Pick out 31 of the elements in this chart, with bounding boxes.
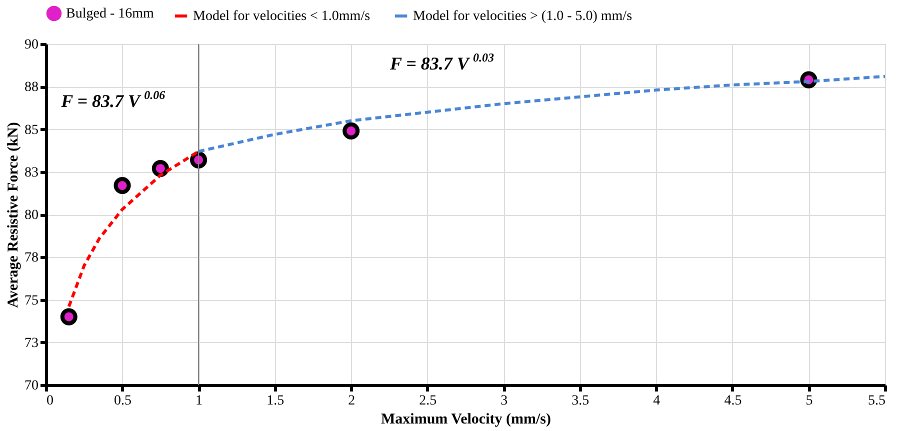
x-tick-label: 3.5 <box>572 394 590 408</box>
x-tick-label: 4.5 <box>724 394 742 408</box>
y-tick-label: 88 <box>24 80 38 96</box>
y-tick-label: 75 <box>24 293 38 308</box>
x-tick-label: 1 <box>196 394 203 408</box>
legend-label: Model for velocities < 1.0mm/s <box>193 9 370 24</box>
x-tick-label: 4 <box>653 394 660 408</box>
point <box>342 122 360 140</box>
x-tick-label: 2.5 <box>419 394 437 408</box>
x-axis-title: Maximum Velocity (mm/s) <box>381 412 551 428</box>
point <box>152 160 169 177</box>
x-tick-label: 5 <box>806 394 813 408</box>
y-tick-label: 85 <box>24 122 38 138</box>
y-tick-label: 80 <box>24 208 38 223</box>
x-tick-label: 1.5 <box>266 394 284 408</box>
point <box>60 308 78 326</box>
legend-label: Bulged - 16mm <box>66 6 154 22</box>
x-tick-label: 3 <box>500 394 508 408</box>
y-tick-label: 73 <box>24 336 38 351</box>
x-tick-label: 2 <box>348 394 356 408</box>
x-tick-label: 0.5 <box>114 394 132 408</box>
annotation: F = 83.7 V0.06 <box>60 88 166 111</box>
point <box>114 177 131 194</box>
x-tick-label: 0 <box>46 394 54 408</box>
y-axis-title: Average Resistive Force (kN) <box>6 122 22 308</box>
y-tick-label: 70 <box>24 378 38 394</box>
y-tick-label: 83 <box>24 165 38 180</box>
y-tick-label: 78 <box>24 250 38 266</box>
x-tick-label: 5.5 <box>868 394 886 408</box>
legend-label: Model for velocities > (1.0 - 5.0) mm/s <box>413 9 632 24</box>
y-tick-label: 90 <box>24 38 38 52</box>
